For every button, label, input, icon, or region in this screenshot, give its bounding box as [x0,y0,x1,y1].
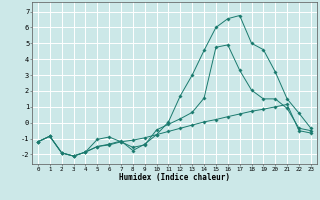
X-axis label: Humidex (Indice chaleur): Humidex (Indice chaleur) [119,173,230,182]
